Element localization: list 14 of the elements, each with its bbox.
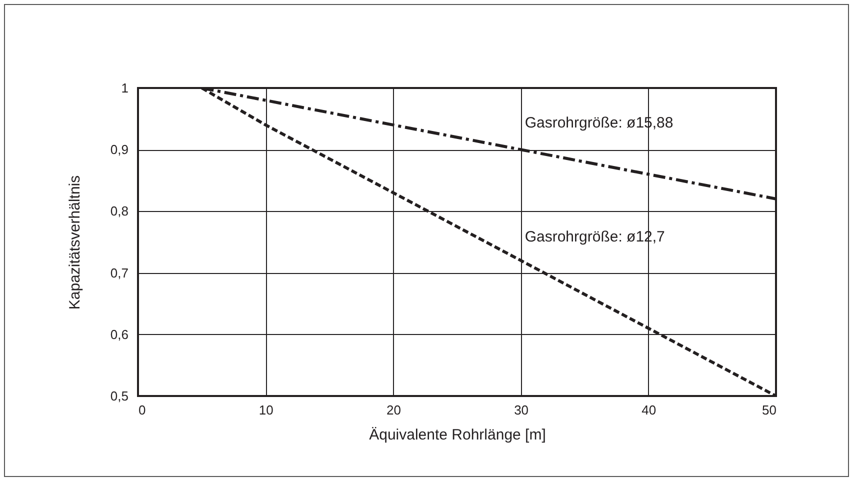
x-axis-title: Äquivalente Rohrlänge [m] bbox=[369, 426, 546, 444]
y-tick-label: 0,5 bbox=[110, 388, 128, 404]
x-tick-label: 40 bbox=[642, 402, 656, 418]
x-tick-label: 0 bbox=[138, 402, 146, 418]
x-tick-label: 10 bbox=[258, 402, 274, 418]
y-axis-title: Kapazitätsverhältnis bbox=[66, 175, 84, 310]
y-tick-label: 0,7 bbox=[110, 265, 128, 280]
y-tick-label: 0,6 bbox=[110, 326, 128, 342]
y-tick-label: 0,9 bbox=[110, 142, 128, 158]
x-tick-label: 50 bbox=[762, 402, 776, 418]
y-tick-label: 0,8 bbox=[110, 204, 128, 219]
x-tick-label: 20 bbox=[386, 402, 401, 418]
y-tick-label: 1 bbox=[121, 80, 128, 96]
x-tick-label: 30 bbox=[514, 402, 529, 418]
